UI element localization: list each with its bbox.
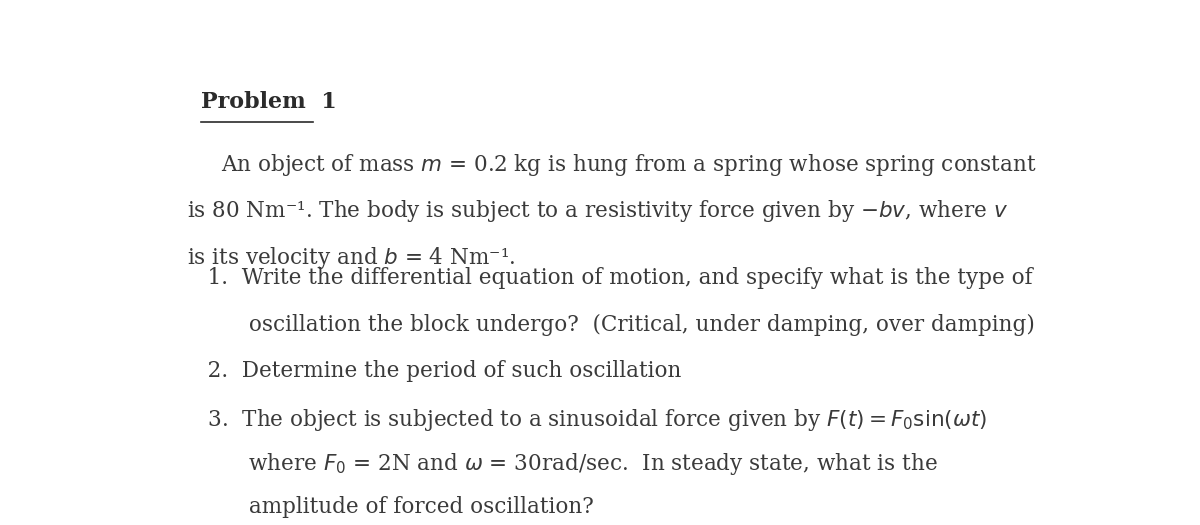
- Text: Problem  1: Problem 1: [202, 91, 337, 113]
- Text: oscillation the block undergo?  (Critical, under damping, over damping): oscillation the block undergo? (Critical…: [187, 313, 1036, 335]
- Text: 2.  Determine the period of such oscillation: 2. Determine the period of such oscillat…: [187, 360, 682, 382]
- Text: 1.  Write the differential equation of motion, and specify what is the type of: 1. Write the differential equation of mo…: [187, 267, 1033, 289]
- Text: is 80 Nm⁻¹. The body is subject to a resistivity force given by −$bv$, where $v$: is 80 Nm⁻¹. The body is subject to a res…: [187, 198, 1008, 224]
- Text: 3.  The object is subjected to a sinusoidal force given by $F(t) = F_0\mathrm{si: 3. The object is subjected to a sinusoid…: [187, 406, 988, 433]
- Text: is its velocity and $b$ = 4 Nm⁻¹.: is its velocity and $b$ = 4 Nm⁻¹.: [187, 245, 516, 271]
- Text: amplitude of forced oscillation?: amplitude of forced oscillation?: [187, 496, 594, 518]
- Text: An object of mass $m$ = 0.2 kg is hung from a spring whose spring constant: An object of mass $m$ = 0.2 kg is hung f…: [187, 152, 1037, 178]
- Text: where $F_0$ = 2N and $\omega$ = 30rad/sec.  In steady state, what is the: where $F_0$ = 2N and $\omega$ = 30rad/se…: [187, 451, 938, 477]
